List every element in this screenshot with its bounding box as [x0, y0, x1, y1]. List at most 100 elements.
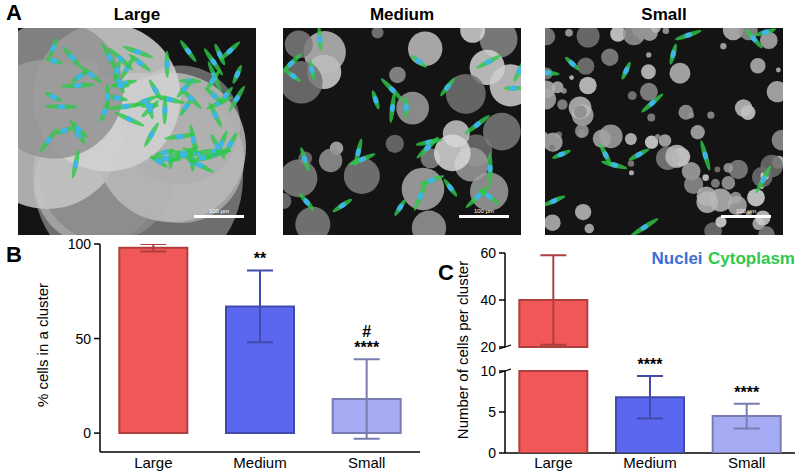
cell-nucleus [427, 177, 436, 184]
cell-nucleus [488, 164, 493, 172]
panel-label: A [6, 0, 22, 25]
error-bar [637, 376, 663, 419]
cell-cytoplasm [415, 135, 440, 160]
cell-nucleus [648, 99, 657, 108]
cell-nucleus [145, 103, 153, 108]
scale-bar-label: 100 µm [736, 208, 756, 214]
cell-cytoplasm [121, 44, 153, 60]
y-tick-label: 100 [68, 236, 92, 252]
cell-nucleus [105, 53, 113, 62]
bead [574, 105, 587, 118]
image-title: Large [114, 5, 160, 24]
y-tick-label: 60 [480, 245, 496, 261]
cell-cytoplasm [393, 198, 408, 217]
cell-nucleus [473, 120, 482, 129]
bead [720, 43, 726, 49]
y-tick [499, 299, 505, 301]
bead [663, 28, 670, 34]
cell-cytoplasm [112, 59, 123, 81]
cell-nucleus [141, 97, 150, 105]
cell-nucleus [301, 155, 308, 164]
plot-area [519, 255, 780, 453]
x-axis-line [100, 451, 420, 453]
panel-label: C [438, 260, 454, 285]
cell-cytoplasm [132, 94, 159, 109]
bead [584, 224, 594, 234]
bead [386, 135, 404, 153]
legend-entry: Cytoplasm [708, 249, 795, 268]
bead [545, 133, 563, 152]
cell-nucleus [87, 70, 96, 79]
cell-nucleus [670, 50, 677, 59]
cell-nucleus [358, 155, 367, 163]
cell-cytoplasm [477, 186, 501, 206]
cell-cytoplasm [564, 55, 581, 71]
bead [295, 207, 330, 235]
bead [569, 75, 574, 80]
cell-nucleus [184, 46, 193, 55]
cell-cytoplasm [45, 104, 78, 109]
cell-nucleus [165, 96, 174, 103]
cell-cytoplasm [154, 148, 176, 158]
cell-cytoplasm [629, 216, 660, 235]
bead [651, 28, 661, 33]
cell-nucleus [389, 104, 395, 113]
cell-nucleus [179, 150, 188, 158]
panel-label: B [6, 242, 22, 267]
significance-annotation: ** [254, 250, 267, 267]
cell-cytoplasm [463, 113, 491, 136]
cell-nucleus [133, 48, 142, 55]
cell-nucleus [749, 34, 758, 43]
bead [412, 211, 446, 235]
cell-nucleus [58, 104, 66, 109]
cell-nucleus [72, 160, 79, 169]
x-tick-label: Large [134, 454, 172, 471]
cell-cytoplasm [545, 69, 560, 77]
cell-nucleus [198, 154, 207, 161]
image-title: Medium [370, 5, 434, 24]
image-background [283, 28, 521, 235]
bead [647, 114, 655, 122]
y-tick-label: 10 [480, 363, 496, 379]
bead [723, 163, 733, 173]
cell-cytoplasm [127, 52, 152, 73]
cell-nucleus [233, 70, 241, 79]
y-tick-label: 20 [480, 339, 496, 355]
bead [758, 226, 775, 235]
cell-cytoplasm [620, 61, 633, 81]
cell-nucleus [114, 66, 121, 75]
bead [283, 160, 317, 198]
bead [750, 58, 765, 73]
error-bar [354, 359, 380, 438]
cell-nucleus [180, 84, 189, 93]
bead [561, 88, 567, 94]
scale-bar-label: 100 µm [209, 208, 229, 214]
cell-nucleus [49, 44, 57, 53]
scale-bar [194, 215, 244, 218]
cell-nucleus [567, 59, 576, 68]
cell-cytoplasm [418, 173, 445, 187]
cell-nucleus [640, 223, 649, 231]
cell-cytoplasm [61, 82, 95, 89]
cell-nucleus [545, 70, 551, 76]
axis-break-mark [499, 345, 511, 349]
y-axis-label: % cells in a cluster [34, 283, 51, 407]
bead [623, 28, 645, 45]
bead [283, 193, 291, 209]
cell-nucleus [160, 149, 169, 156]
cell-nucleus [49, 93, 58, 101]
cell-nucleus [113, 95, 122, 101]
cell-nucleus [165, 60, 170, 68]
bead [575, 204, 591, 220]
bar [119, 248, 187, 433]
cell-nucleus [509, 86, 517, 91]
bead [18, 28, 123, 159]
cell-cytoplasm [209, 133, 227, 161]
cell-cytoplasm [227, 84, 247, 113]
cell-nucleus [388, 85, 397, 94]
cell-cytoplasm [184, 155, 215, 175]
cell-nucleus [684, 31, 693, 38]
cell-cytoplasm [105, 84, 110, 110]
cell-nucleus [211, 110, 219, 119]
y-tick-label: 0 [488, 445, 496, 461]
